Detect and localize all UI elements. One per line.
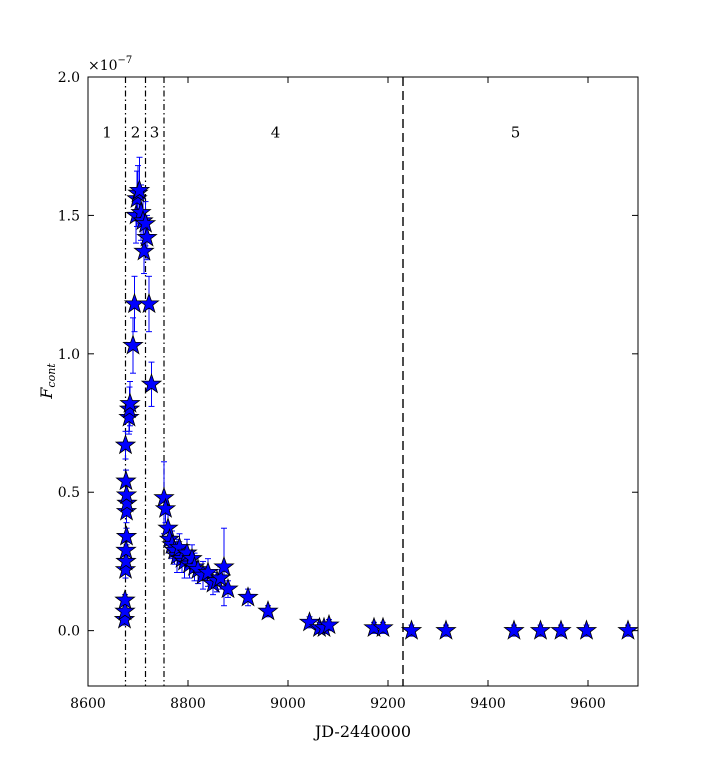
data-point	[115, 469, 137, 491]
data-point	[318, 613, 340, 635]
region-label-5: 5	[511, 123, 521, 141]
data-point	[154, 497, 177, 518]
data-point	[372, 616, 394, 637]
y-tick-label: 0.0	[58, 624, 80, 640]
reference-lines	[124, 77, 404, 686]
y-axis-title: Fcont	[37, 363, 58, 400]
y-scale-exponent: −7	[118, 55, 133, 66]
x-axis-title: JD-2440000	[313, 722, 411, 741]
data-point	[197, 561, 219, 582]
data-markers	[113, 179, 639, 640]
data-point	[617, 619, 639, 640]
x-tick-label: 9200	[370, 696, 406, 712]
data-point	[113, 608, 136, 629]
plot-frame	[87, 76, 639, 687]
y-scale-factor: ×10−7	[88, 55, 132, 74]
data-point	[435, 619, 457, 640]
data-point	[114, 588, 136, 610]
data-point	[134, 212, 157, 233]
data-point	[153, 486, 175, 507]
data-point	[217, 577, 239, 599]
data-point	[115, 539, 137, 560]
region-label-1: 1	[102, 123, 112, 141]
x-tick-label: 9600	[570, 696, 606, 712]
data-point	[128, 179, 151, 200]
data-point	[118, 406, 140, 427]
data-point	[529, 619, 552, 640]
y-tick-label: 1.5	[58, 208, 80, 224]
region-label-3: 3	[150, 123, 160, 141]
data-point	[115, 550, 137, 571]
y-axis-title-sub: cont	[45, 363, 58, 388]
data-point	[114, 558, 137, 579]
x-tick-label: 9400	[470, 696, 506, 712]
data-point	[213, 555, 235, 577]
axis-ticks: 8600 8800 9000 9200 9400 9600 0.0 0.5 1.0 1.5 2.0	[58, 70, 638, 712]
region-label-4: 4	[271, 123, 281, 141]
data-point	[115, 525, 138, 546]
data-point	[116, 492, 138, 513]
data-point	[115, 483, 138, 505]
y-tick-label: 0.5	[58, 485, 80, 501]
data-point	[119, 392, 141, 413]
data-point	[136, 226, 158, 247]
x-tick-label: 8600	[70, 696, 106, 712]
data-point	[575, 619, 598, 640]
data-point	[114, 433, 137, 455]
data-point	[400, 619, 423, 640]
x-tick-label: 9000	[270, 696, 306, 712]
data-point	[115, 500, 138, 521]
data-point	[138, 292, 160, 314]
data-point	[209, 566, 232, 588]
data-point	[298, 611, 321, 632]
data-point	[550, 619, 572, 640]
y-axis-title-main: F	[37, 387, 56, 400]
y-scale-base: ×10	[88, 58, 118, 74]
data-point	[237, 586, 259, 607]
region-label-2: 2	[131, 123, 141, 141]
data-point	[122, 334, 144, 355]
y-tick-label: 1.0	[58, 347, 80, 363]
data-point	[133, 240, 155, 261]
data-point	[181, 547, 203, 568]
data-point	[140, 373, 163, 394]
data-point	[503, 619, 525, 640]
y-tick-label: 2.0	[58, 70, 80, 86]
data-point	[257, 600, 279, 621]
data-point	[157, 516, 179, 538]
x-tick-label: 8800	[170, 696, 206, 712]
data-point	[114, 600, 136, 621]
